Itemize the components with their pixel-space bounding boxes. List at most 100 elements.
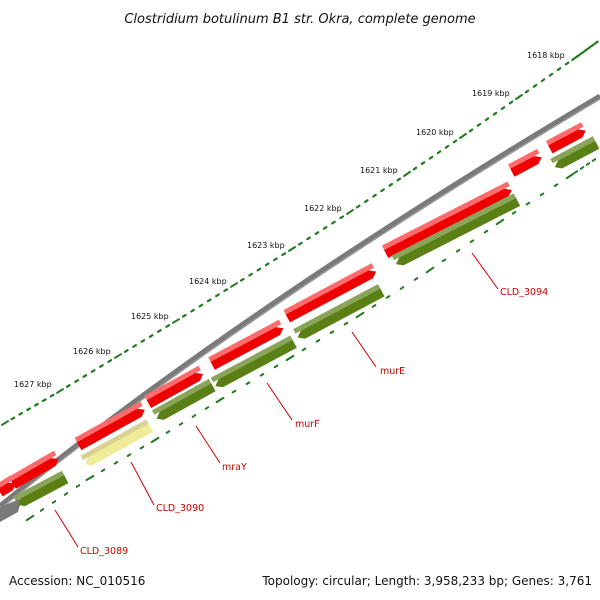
inner-minor-tick — [273, 364, 279, 369]
kbp-tick-label: 1624 kbp — [189, 277, 227, 286]
kbp-minor-tick — [556, 67, 562, 72]
forward-cds-block-7-bevel — [508, 148, 540, 169]
inner-minor-tick — [455, 249, 461, 253]
highlight-cds-block-bevel — [80, 419, 149, 461]
kbp-minor-tick — [10, 416, 16, 421]
gene-label-murf[interactable]: murF — [295, 419, 320, 430]
inner-major-tick — [150, 436, 160, 444]
kbp-minor-tick — [98, 364, 104, 368]
kbp-major-tick — [56, 388, 64, 394]
inner-minor-tick — [126, 453, 132, 457]
reverse-cds-block-4[interactable] — [396, 197, 521, 266]
kbp-minor-tick — [165, 324, 171, 328]
backbone-block — [0, 498, 22, 522]
forward-cds-block-8[interactable] — [548, 129, 586, 154]
forward-cds-block-4-bevel — [208, 319, 282, 362]
reverse-cds-block-4-bevel — [391, 193, 516, 261]
forward-cds-block-7[interactable] — [510, 156, 542, 177]
forward-cds-block-5[interactable] — [285, 270, 377, 323]
kbp-minor-tick — [524, 89, 530, 94]
kbp-minor-tick — [428, 155, 434, 160]
inner-minor-tick — [204, 406, 210, 410]
kbp-tick-label: 1627 kbp — [14, 380, 52, 389]
kbp-minor-tick — [90, 369, 96, 373]
forward-cds-block-2[interactable] — [77, 408, 145, 451]
kbp-minor-tick — [388, 182, 394, 187]
gene-label-mure[interactable]: murE — [380, 366, 405, 377]
kbp-minor-tick — [500, 106, 506, 111]
kbp-minor-tick — [590, 43, 596, 48]
reverse-cds-block-2[interactable] — [215, 339, 297, 388]
inner-major-tick — [425, 266, 435, 274]
label-leader-line-2 — [266, 382, 293, 421]
highlight-cds-block[interactable] — [85, 423, 153, 466]
reverse-cds-block-5[interactable] — [554, 140, 600, 169]
gene-label-cld-3090[interactable]: CLD_3090 — [156, 503, 204, 514]
kbp-minor-tick — [436, 150, 442, 155]
inner-minor-tick — [511, 211, 517, 215]
inner-major-tick — [495, 218, 505, 226]
kbp-minor-tick — [33, 402, 39, 407]
kbp-minor-tick — [297, 241, 303, 246]
map-title: Clostridium botulinum B1 str. Okra, comp… — [124, 12, 475, 27]
inner-minor-tick — [539, 192, 545, 197]
reverse-cds-block-0[interactable] — [17, 475, 69, 507]
kbp-minor-tick — [372, 193, 377, 198]
kbp-major-tick — [230, 282, 238, 288]
kbp-minor-tick — [248, 272, 253, 277]
gene-label-cld-3094[interactable]: CLD_3094 — [500, 287, 548, 298]
kbp-minor-tick — [239, 278, 245, 282]
kbp-minor-tick — [223, 288, 229, 292]
forward-cds-block-8-bevel — [545, 122, 584, 146]
kbp-minor-tick — [540, 78, 546, 83]
kbp-minor-tick — [18, 412, 24, 416]
kbp-tick-ring — [1, 40, 599, 522]
reverse-cds-block-1[interactable] — [156, 383, 216, 420]
inner-minor-tick — [191, 414, 197, 418]
kbp-major-tick — [515, 94, 523, 100]
inner-minor-tick — [113, 461, 119, 465]
inner-minor-tick — [553, 183, 559, 187]
reverse-cds-block-3[interactable] — [297, 288, 385, 339]
forward-cds-block-5-bevel — [283, 263, 374, 315]
inner-minor-tick — [573, 170, 579, 174]
forward-cds-block-4[interactable] — [210, 327, 284, 370]
gene-features — [0, 122, 600, 507]
kbp-minor-tick — [492, 111, 498, 116]
kbp-minor-tick — [355, 204, 361, 209]
inner-major-tick — [565, 172, 575, 180]
kbp-minor-tick — [26, 407, 31, 412]
inner-minor-tick — [413, 277, 419, 281]
kbp-minor-tick — [468, 128, 474, 133]
gene-label-mray[interactable]: mraY — [222, 462, 247, 473]
inner-minor-tick — [343, 321, 349, 326]
gene-labels — [54, 252, 499, 548]
reverse-cds-block-5-bevel — [550, 136, 596, 164]
forward-cds-block-3[interactable] — [146, 372, 204, 408]
kbp-major-tick — [288, 246, 296, 252]
kbp-tick-label: 1625 kbp — [131, 312, 169, 321]
kbp-minor-tick — [363, 199, 369, 204]
kbp-minor-tick — [594, 40, 599, 45]
kbp-major-tick — [403, 171, 411, 177]
inner-minor-tick — [39, 508, 45, 512]
inner-major-tick — [215, 396, 225, 404]
reverse-cds-block-2-bevel — [210, 335, 293, 383]
inner-minor-tick — [371, 304, 377, 308]
forward-cds-block-6[interactable] — [384, 188, 512, 258]
kbp-minor-tick — [65, 384, 71, 388]
inner-major-tick — [85, 475, 95, 481]
kbp-major-tick — [172, 318, 180, 324]
label-leader-line-1 — [351, 331, 377, 368]
backbone-arc — [0, 93, 600, 508]
kbp-minor-tick — [157, 329, 162, 333]
label-leader-line-5 — [54, 509, 79, 548]
forward-cds-block-1[interactable] — [11, 458, 59, 489]
kbp-minor-tick — [41, 398, 47, 402]
kbp-minor-tick — [420, 161, 426, 166]
inner-minor-tick — [329, 330, 335, 334]
inner-minor-tick — [165, 430, 171, 434]
gene-label-cld-3089[interactable]: CLD_3089 — [80, 546, 128, 557]
forward-cds-block-0[interactable] — [0, 482, 16, 497]
inner-minor-tick — [525, 201, 531, 206]
